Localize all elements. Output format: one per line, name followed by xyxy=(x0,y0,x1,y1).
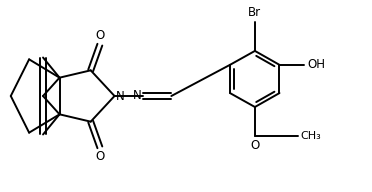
Text: N: N xyxy=(116,90,125,103)
Text: CH₃: CH₃ xyxy=(300,131,321,141)
Text: O: O xyxy=(95,29,105,42)
Text: Br: Br xyxy=(248,6,262,19)
Text: O: O xyxy=(250,139,260,152)
Text: OH: OH xyxy=(307,58,325,71)
Text: O: O xyxy=(95,150,105,163)
Text: N: N xyxy=(132,89,141,102)
